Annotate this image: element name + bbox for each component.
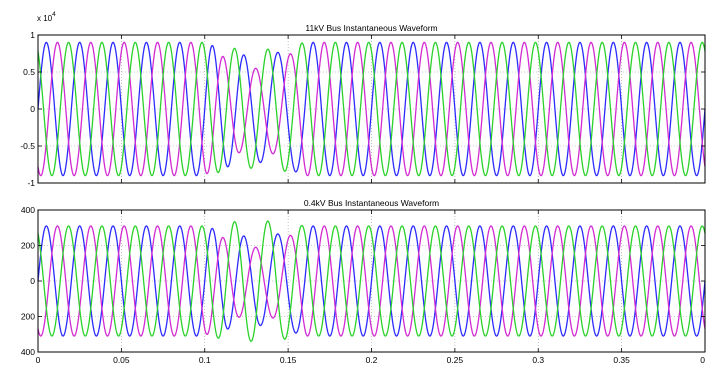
x-tick-label: 0.2	[366, 355, 378, 365]
exponent-base: x 10	[37, 14, 53, 23]
plot-0-4kv-series-2-line	[37, 225, 706, 337]
plot-11kv-exponent-label: x 104	[37, 11, 56, 23]
y-tick-label: -0.5	[20, 141, 35, 151]
exponent-power: 4	[52, 11, 56, 18]
plot-11kv: -1 -0.5 0 0.5 1 11kV Bus Instantaneous Wavef…	[20, 11, 706, 188]
x-tick-label: 0.1	[199, 355, 211, 365]
x-tick-label: 0.3	[532, 355, 544, 365]
y-tick-label: 1	[30, 30, 35, 40]
plot-0-4kv-series-3-line	[37, 220, 706, 342]
x-tick-label: 0.15	[280, 355, 297, 365]
y-tick-label: 400	[21, 347, 35, 357]
plot-11kv-ticks: -1 -0.5 0 0.5 1	[20, 30, 705, 188]
x-tick-label: 0.35	[613, 355, 630, 365]
y-tick-label: 0	[30, 276, 35, 286]
y-tick-label: 0.5	[23, 67, 35, 77]
plot-0-4kv-traces	[37, 220, 706, 342]
y-tick-label: 0	[30, 104, 35, 114]
plot-11kv-series-1-line	[37, 41, 706, 177]
plot-0-4kv-series-1-line	[37, 225, 706, 337]
x-tick-label: 0.25	[447, 355, 464, 365]
x-tick-label: 0	[700, 355, 705, 365]
y-tick-label: -1	[27, 178, 35, 188]
y-tick-label: 400	[21, 205, 35, 215]
plot-0-4kv-title: 0.4kV Bus Instantaneous Waveform	[304, 198, 439, 208]
plot-11kv-series-3-line	[37, 41, 706, 177]
y-tick-label: 200	[21, 312, 35, 322]
x-tick-label: 0	[36, 355, 41, 365]
x-tick-label: 0.05	[113, 355, 130, 365]
y-tick-label: 200	[21, 241, 35, 251]
plot-11kv-traces	[37, 41, 706, 177]
plot-11kv-title: 11kV Bus Instantaneous Waveform	[305, 23, 437, 33]
plot-11kv-series-2-line	[37, 41, 706, 177]
